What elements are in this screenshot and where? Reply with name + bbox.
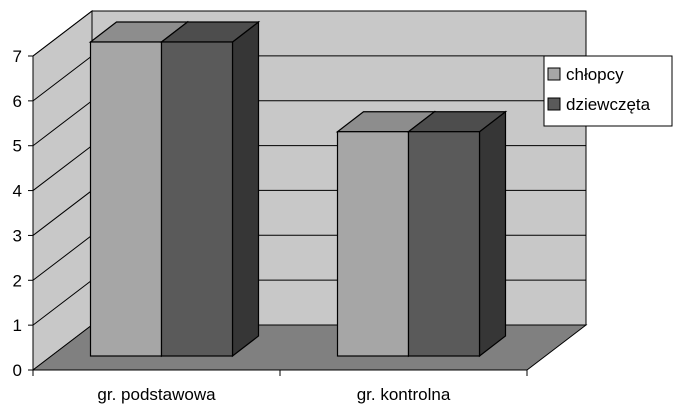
side-wall (32, 9, 93, 372)
bar (336, 131, 410, 357)
bar (89, 41, 163, 357)
category-labels: gr. podstawowa gr. kontrolna (97, 385, 450, 404)
gridline (32, 10, 586, 57)
bars (88, 20, 508, 358)
bar-side (478, 110, 507, 358)
legend-box (543, 55, 673, 127)
bar-side (231, 20, 260, 358)
legend-label: chłopcy (566, 65, 624, 84)
y-tick-label: 5 (13, 137, 22, 156)
bar (407, 131, 481, 357)
legend: chłopcy dziewczęta (543, 55, 673, 127)
y-tick-label: 6 (13, 92, 22, 111)
category-label: gr. podstawowa (97, 385, 216, 404)
value-axis: 0 1 2 3 4 5 6 7 (13, 47, 528, 380)
y-tick-label: 4 (13, 182, 22, 201)
y-tick-label: 0 (13, 361, 22, 380)
y-tick-label: 7 (13, 47, 22, 66)
y-tick-label: 1 (13, 316, 22, 335)
bar (160, 41, 234, 357)
y-tick-label: 3 (13, 226, 22, 245)
legend-label: dziewczęta (566, 95, 651, 114)
legend-swatch (547, 97, 561, 111)
legend-swatch (547, 67, 561, 81)
y-tick-label: 2 (13, 271, 22, 290)
category-label: gr. kontrolna (357, 385, 451, 404)
